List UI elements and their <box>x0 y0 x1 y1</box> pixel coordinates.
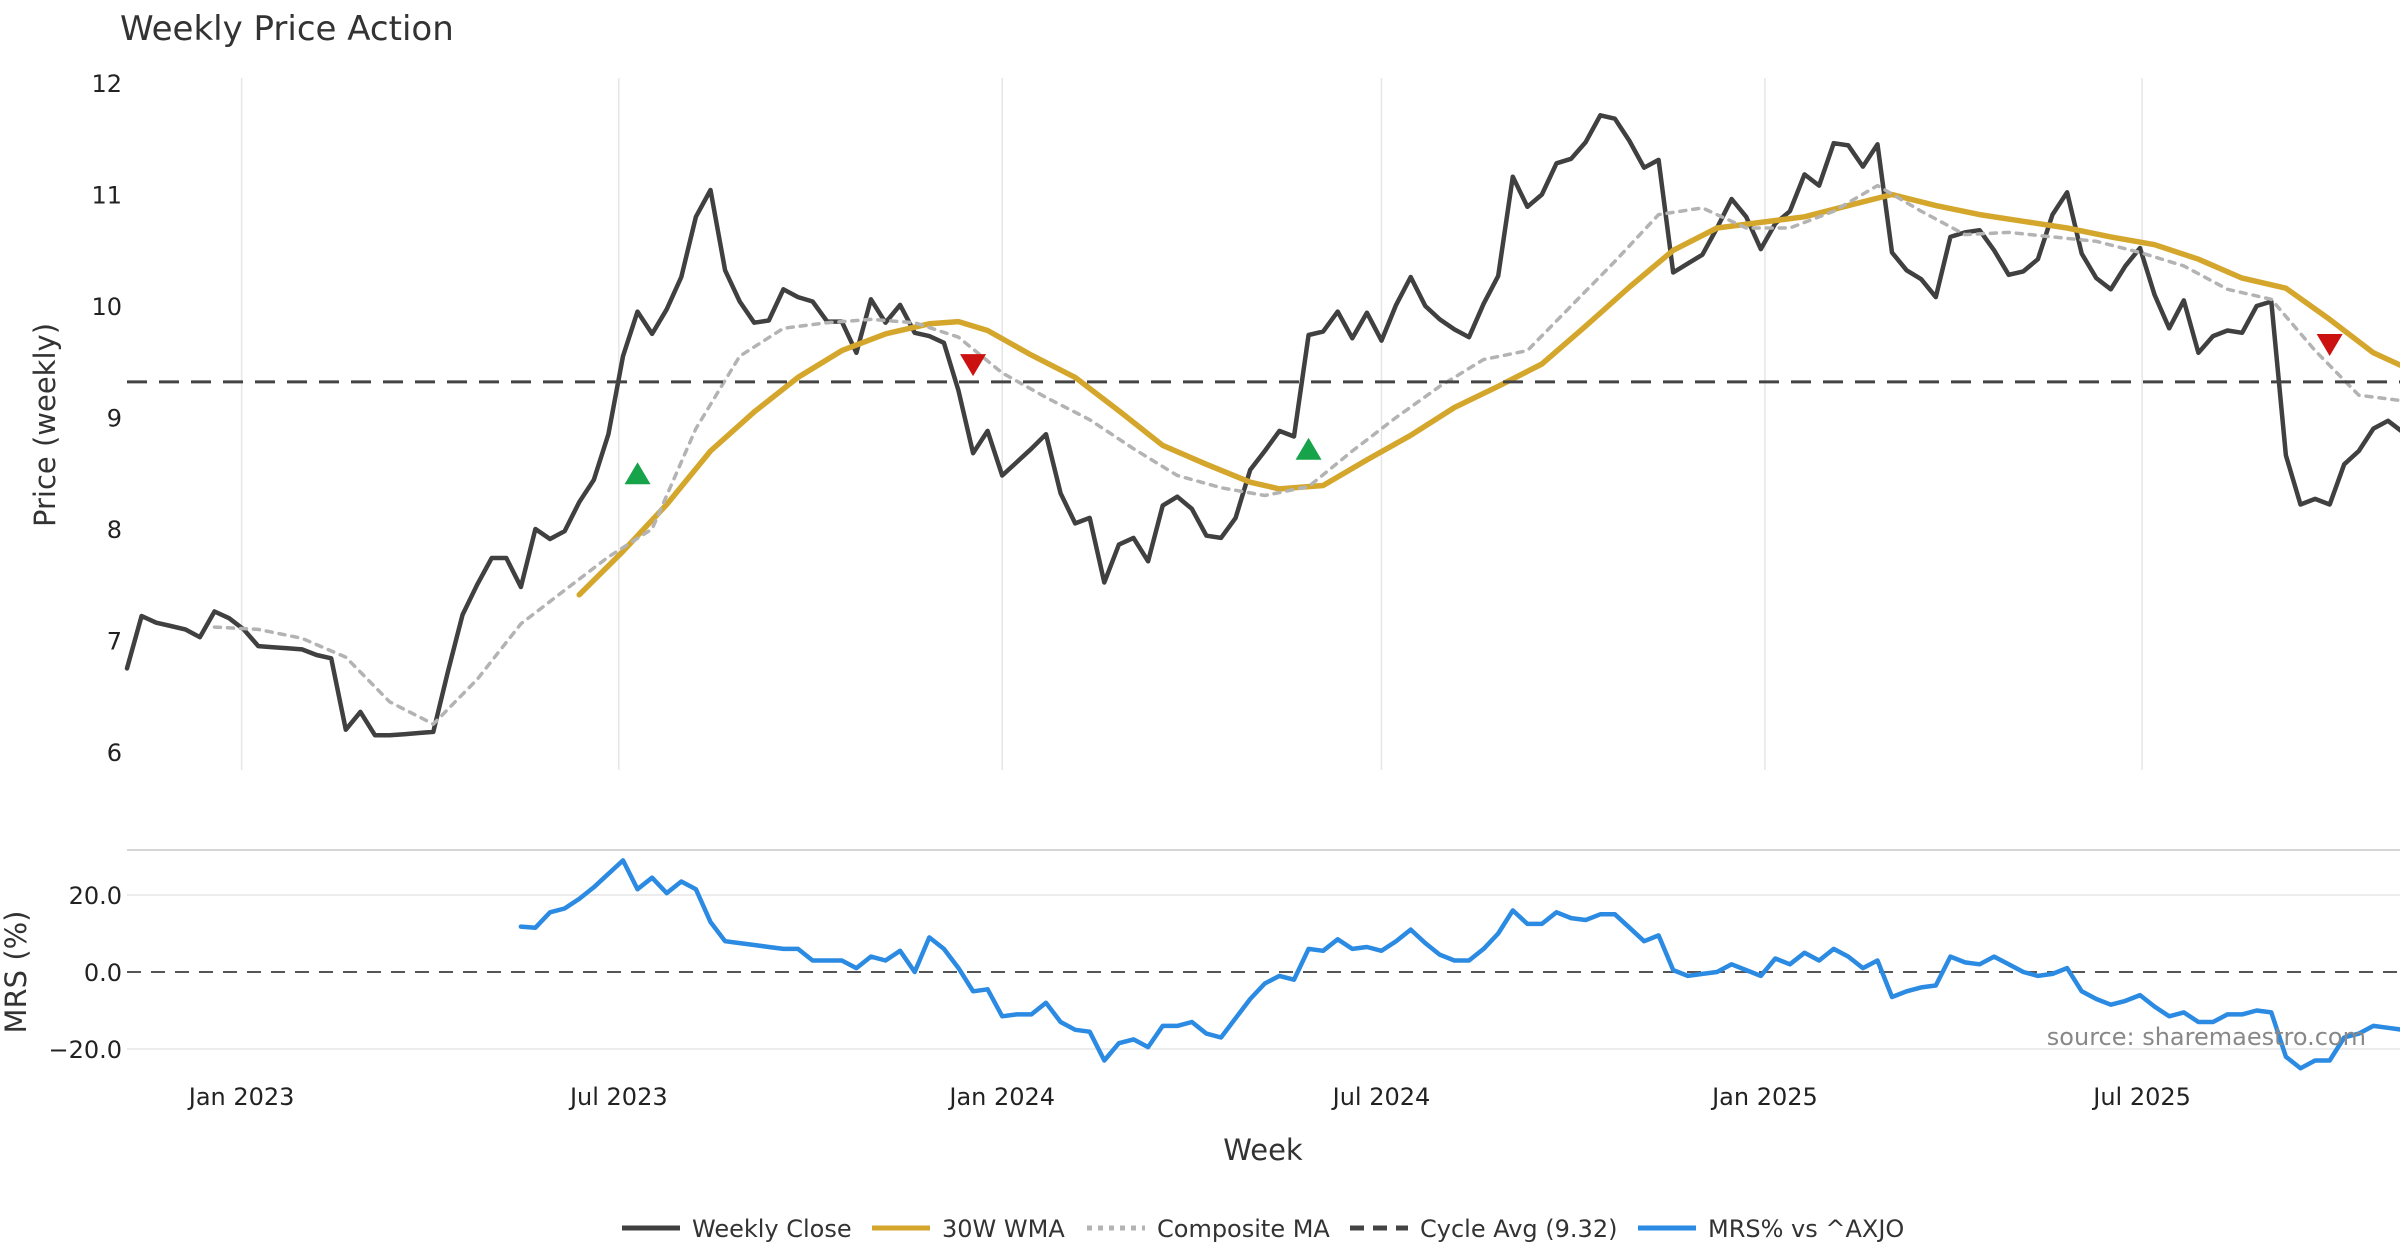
chart-title: Weekly Price Action <box>120 9 454 49</box>
price-y-tick-label: 9 <box>107 405 122 433</box>
x-tick-label: Jul 2025 <box>2091 1083 2191 1111</box>
sell-signal-marker <box>960 354 987 377</box>
mrs-y-ticks: 20.0 0.0 −20.0 <box>48 882 122 1064</box>
x-tick-label: Jan 2024 <box>947 1083 1055 1111</box>
series-composite-ma <box>212 183 2400 726</box>
legend-label: Weekly Close <box>692 1215 852 1243</box>
mrs-y-axis-label: MRS (%) <box>0 911 33 1034</box>
legend-label: 30W WMA <box>942 1215 1065 1243</box>
mrs-y-tick-label: 0.0 <box>84 959 122 987</box>
legend: Weekly Close 30W WMA Composite MA Cycle Avg… <box>622 1215 1904 1243</box>
x-tick-label: Jan 2025 <box>1710 1083 1818 1111</box>
price-plot-area <box>124 113 2400 738</box>
x-tick-label: Jul 2023 <box>568 1083 668 1111</box>
price-gridlines <box>240 78 2143 770</box>
price-y-tick-label: 7 <box>107 628 122 656</box>
price-y-tick-label: 10 <box>91 293 122 321</box>
legend-item: Cycle Avg (9.32) <box>1350 1215 1617 1243</box>
series-mrs <box>518 858 2400 1071</box>
legend-label: Composite MA <box>1157 1215 1330 1243</box>
legend-item: Weekly Close <box>622 1215 852 1243</box>
buy-signal-marker <box>624 462 651 485</box>
series-30w-wma <box>576 191 2400 598</box>
x-tick-label: Jan 2023 <box>187 1083 295 1111</box>
price-y-tick-label: 12 <box>91 70 122 98</box>
price-y-tick-label: 6 <box>107 739 122 767</box>
price-y-tick-label: 8 <box>107 516 122 544</box>
price-y-axis-label: Price (weekly) <box>28 323 62 527</box>
series-weekly-close <box>124 113 2400 738</box>
buy-signal-marker <box>1295 437 1322 460</box>
price-y-tick-label: 11 <box>91 182 122 210</box>
legend-label: MRS% vs ^AXJO <box>1708 1215 1904 1243</box>
x-axis-ticks: Jan 2023 Jul 2023 Jan 2024 Jul 2024 Jan 2025… <box>187 1083 2191 1111</box>
x-axis-label: Week <box>1223 1133 1303 1167</box>
mrs-y-tick-label: 20.0 <box>69 882 122 910</box>
legend-item: Composite MA <box>1087 1215 1330 1243</box>
mrs-y-tick-label: −20.0 <box>48 1036 122 1064</box>
mrs-plot-area <box>518 858 2400 1071</box>
sell-signal-marker <box>2316 334 2343 357</box>
source-note: source: sharemaestro.com <box>2047 1023 2366 1051</box>
price-y-ticks: 6 7 8 9 10 11 12 <box>91 70 122 767</box>
legend-label: Cycle Avg (9.32) <box>1420 1215 1617 1243</box>
legend-item: 30W WMA <box>872 1215 1065 1243</box>
x-tick-label: Jul 2024 <box>1331 1083 1431 1111</box>
legend-item: MRS% vs ^AXJO <box>1638 1215 1904 1243</box>
mrs-gridlines <box>127 894 2400 1050</box>
